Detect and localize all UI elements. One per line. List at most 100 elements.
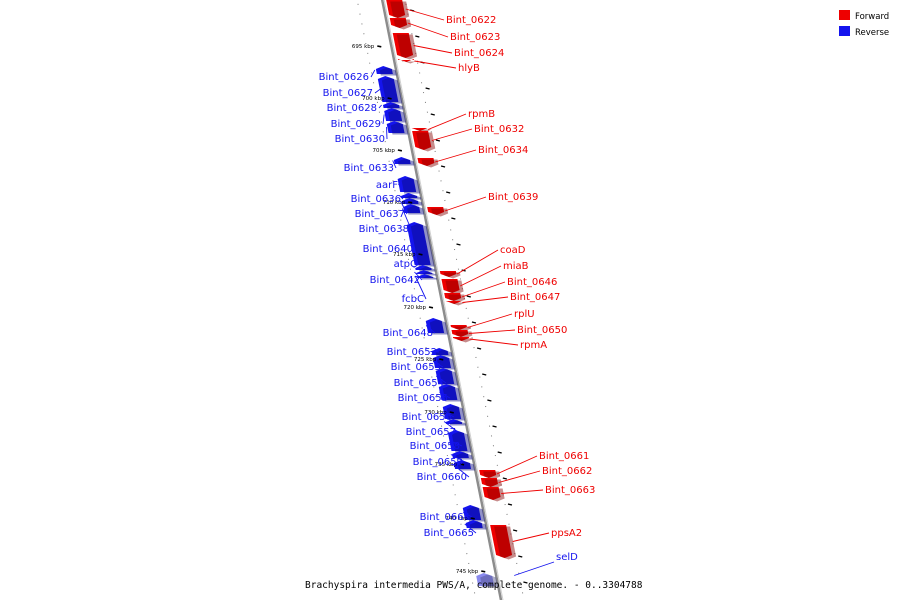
legend: Forward Reverse [839, 10, 889, 38]
forward-gene-block [490, 525, 513, 558]
reverse-gene-shadow [405, 199, 423, 206]
reverse-gene-block [401, 198, 419, 204]
scale-tick [439, 358, 444, 361]
forward-gene-block [412, 131, 432, 150]
reverse-gene-label: Bint_0628 [327, 103, 377, 114]
reverse-gene-block [442, 404, 462, 419]
reverse-gene-label: Bint_0664 [420, 512, 470, 523]
reverse-leader [399, 195, 404, 200]
reverse-gene-label: Bint_0630 [335, 134, 385, 145]
reverse-leader [413, 263, 420, 268]
reverse-leader [430, 351, 440, 353]
forward-gene-shadow [454, 326, 471, 332]
reverse-gene-block [462, 505, 482, 520]
reverse-gene-block [403, 204, 421, 213]
reverse-gene-shadow [379, 67, 397, 76]
reverse-gene-label: Bint_0659 [413, 457, 463, 468]
scale-tick [397, 149, 403, 152]
forward-gene-block [445, 301, 462, 304]
reverse-gene-block [465, 520, 483, 528]
reverse-leader [382, 114, 385, 125]
forward-gene-shadow [484, 479, 503, 489]
decorations [356, 0, 525, 600]
track-tick [507, 503, 513, 506]
track-tick [497, 451, 502, 454]
forward-gene-block [480, 478, 499, 487]
forward-leader [444, 196, 487, 212]
scale-label: 740 kbp [445, 516, 468, 522]
scale-tick [408, 201, 413, 204]
reverse-gene-block [433, 355, 452, 368]
reverse-gene-shadow [421, 275, 438, 280]
reverse-gene-block [384, 108, 403, 121]
forward-gene-label: ppsA2 [551, 528, 582, 539]
forward-gene-block [452, 337, 470, 341]
forward-gene-label: Bint_0663 [545, 485, 595, 496]
forward-gene-block [392, 33, 414, 58]
reverse-gene-label: Bint_0638 [359, 224, 409, 235]
scale-label: 710 kbp [383, 200, 406, 206]
track-tick [415, 35, 420, 38]
reverse-gene-shadow [407, 205, 425, 215]
reverse-gene-block [445, 419, 463, 424]
forward-leader [496, 455, 538, 475]
forward-gene-block [417, 158, 435, 166]
forward-gene-block [397, 59, 415, 62]
track-tick [456, 243, 461, 246]
reverse-gene-block [431, 348, 449, 355]
forward-gene-shadow [445, 280, 464, 295]
forward-gene-label: Bint_0646 [507, 277, 557, 288]
forward-gene-block [450, 325, 467, 330]
scale-label: 725 kbp [414, 357, 437, 363]
reverse-gene-shadow [480, 574, 499, 588]
forward-gene-shadow [486, 488, 505, 502]
scale-tick [428, 306, 434, 309]
track-tick [482, 373, 487, 376]
reverse-gene-block [438, 384, 458, 400]
reverse-gene-label: Bint_0627 [323, 88, 373, 99]
reverse-gene-block [400, 193, 418, 198]
reverse-gene-label: Bint_0658 [410, 441, 460, 452]
reverse-gene-block [416, 270, 433, 274]
scale-label: 745 kbp [456, 569, 479, 575]
track-tick [471, 321, 477, 324]
reverse-gene-block [377, 76, 399, 102]
reverse-gene-shadow [429, 319, 449, 335]
reverse-gene-label: Bint_0660 [417, 472, 467, 483]
scale-label: 730 kbp [424, 410, 447, 416]
scale-label: 700 kbp [362, 96, 385, 102]
track-tick [430, 113, 435, 116]
reverse-leader [374, 88, 381, 94]
track-tick [518, 555, 523, 558]
forward-gene-label: Bint_0622 [446, 15, 496, 26]
reverse-leader [425, 325, 436, 334]
reverse-leader [514, 561, 555, 576]
scale-label: 735 kbp [435, 462, 458, 468]
scale-tick [449, 411, 454, 414]
reverse-gene-block [406, 222, 431, 265]
scale-tick [418, 253, 423, 256]
forward-leader [469, 338, 519, 346]
reverse-gene-label: Bint_0640 [363, 244, 413, 255]
reverse-leader [378, 104, 382, 109]
forward-gene-block [427, 207, 445, 215]
forward-gene-shadow [401, 60, 419, 64]
legend-forward-swatch [839, 10, 850, 20]
track-tick [487, 399, 492, 402]
forward-gene-label: Bint_0624 [454, 48, 504, 59]
track-tick [466, 295, 471, 298]
forward-gene-block [439, 271, 457, 277]
forward-gene-label: Bint_0623 [450, 32, 500, 43]
reverse-gene-label: Bint_0665 [424, 528, 474, 539]
reverse-gene-shadow [435, 349, 453, 357]
forward-gene-shadow [449, 302, 466, 306]
reverse-leader [449, 440, 463, 447]
reverse-leader [462, 512, 473, 518]
reverse-gene-label: Bint_0633 [344, 163, 394, 174]
reverse-leader [414, 271, 423, 281]
forward-gene-label: coaD [500, 245, 526, 256]
scale-tick [481, 570, 486, 573]
track-tick [446, 191, 451, 194]
reverse-leader [392, 160, 397, 169]
